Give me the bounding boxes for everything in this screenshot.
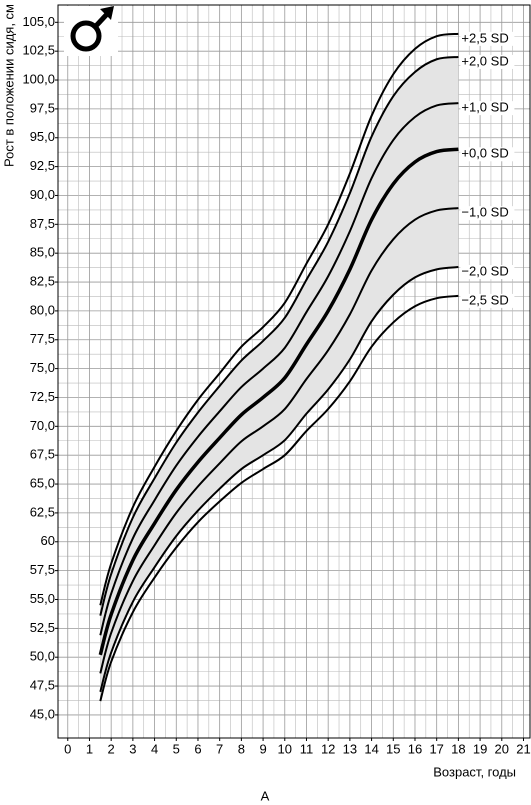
shaded-band bbox=[100, 56, 459, 692]
series-line bbox=[99, 294, 459, 702]
x-tick-label: 21 bbox=[516, 741, 530, 756]
y-tick-label: 75,0 bbox=[30, 360, 55, 375]
x-tick-label: 11 bbox=[300, 741, 314, 756]
y-tick-label: 80,0 bbox=[30, 302, 55, 317]
y-tick-label: 92,5 bbox=[30, 158, 55, 173]
series-label-bg bbox=[460, 31, 515, 46]
y-tick-label: 97,5 bbox=[30, 100, 55, 115]
series-label-bg bbox=[460, 147, 515, 162]
y-tick-label: 85,0 bbox=[30, 245, 55, 260]
lines-layer bbox=[98, 32, 459, 702]
series-label: +0,0 SD bbox=[461, 146, 508, 161]
y-tick-label: 45,0 bbox=[30, 706, 55, 721]
x-tick-label: 5 bbox=[173, 741, 180, 756]
series-line bbox=[99, 266, 459, 693]
y-tick-label: 55,0 bbox=[30, 591, 55, 606]
series-label: −2,5 SD bbox=[461, 292, 508, 307]
x-tick-label: 1 bbox=[86, 741, 93, 756]
series-label: −1,0 SD bbox=[461, 205, 508, 220]
y-tick-label: 67,5 bbox=[30, 447, 55, 462]
series-line bbox=[99, 32, 459, 606]
caption: A bbox=[261, 788, 270, 803]
x-tick-label: 9 bbox=[259, 741, 266, 756]
y-axis-title: Рост в положении сидя, см bbox=[1, 4, 16, 167]
series-label-bg bbox=[460, 54, 515, 69]
series-line bbox=[99, 102, 459, 636]
y-tick-label: 60 bbox=[41, 533, 55, 548]
y-tick-label: 90,0 bbox=[30, 187, 55, 202]
y-tick-label: 52,5 bbox=[30, 620, 55, 635]
symbol-shaft bbox=[93, 11, 110, 29]
x-tick-label: 4 bbox=[151, 741, 158, 756]
x-tick-label: 13 bbox=[343, 741, 357, 756]
y-tick-label: 102,5 bbox=[22, 43, 55, 58]
x-axis-title: Возраст, годы bbox=[433, 764, 516, 779]
series-label-bg bbox=[460, 101, 515, 116]
x-tick-label: 10 bbox=[278, 741, 292, 756]
male-symbol bbox=[64, 6, 118, 56]
y-tick-label: 47,5 bbox=[30, 677, 55, 692]
y-tick-label: 77,5 bbox=[30, 331, 55, 346]
x-tick-label: 19 bbox=[473, 741, 487, 756]
y-tick-label: 105,0 bbox=[22, 14, 55, 29]
y-tick-label: 65,0 bbox=[30, 475, 55, 490]
series-label: +2,0 SD bbox=[461, 53, 508, 68]
y-tick-label: 87,5 bbox=[30, 216, 55, 231]
y-tick-label: 50,0 bbox=[30, 649, 55, 664]
x-tick-label: 18 bbox=[451, 741, 465, 756]
series-label: +1,0 SD bbox=[461, 100, 508, 115]
series-label: −2,0 SD bbox=[461, 263, 508, 278]
y-tick-label: 62,5 bbox=[30, 504, 55, 519]
x-tick-label: 6 bbox=[194, 741, 201, 756]
x-tick-label: 0 bbox=[64, 741, 71, 756]
series-label-bg bbox=[460, 265, 515, 280]
grid bbox=[55, 5, 530, 741]
y-tick-label: 72,5 bbox=[30, 389, 55, 404]
x-tick-label: 16 bbox=[408, 741, 422, 756]
x-tick-label: 20 bbox=[495, 741, 509, 756]
y-tick-label: 57,5 bbox=[30, 562, 55, 577]
plot-frame bbox=[57, 4, 531, 739]
x-tick-label: 3 bbox=[129, 741, 136, 756]
series-line bbox=[99, 55, 459, 616]
symbol-circle bbox=[70, 20, 102, 52]
x-tick-label: 15 bbox=[386, 741, 400, 756]
series-label-bg bbox=[460, 206, 515, 221]
x-tick-label: 12 bbox=[321, 741, 335, 756]
x-tick-label: 8 bbox=[238, 741, 245, 756]
series-label-bg bbox=[460, 293, 515, 308]
band-layer bbox=[100, 56, 459, 692]
y-tick-label: 70,0 bbox=[30, 418, 55, 433]
series-label: +2,5 SD bbox=[461, 30, 508, 45]
y-tick-label: 95,0 bbox=[30, 129, 55, 144]
x-tick-label: 14 bbox=[364, 741, 378, 756]
symbol-arrow bbox=[100, 6, 114, 20]
x-tick-label: 7 bbox=[216, 741, 223, 756]
series-line bbox=[98, 147, 459, 656]
y-tick-label: 82,5 bbox=[30, 273, 55, 288]
series-line bbox=[99, 207, 459, 674]
x-tick-label: 17 bbox=[429, 741, 443, 756]
x-tick-label: 2 bbox=[108, 741, 115, 756]
y-tick-label: 100,0 bbox=[22, 71, 55, 86]
